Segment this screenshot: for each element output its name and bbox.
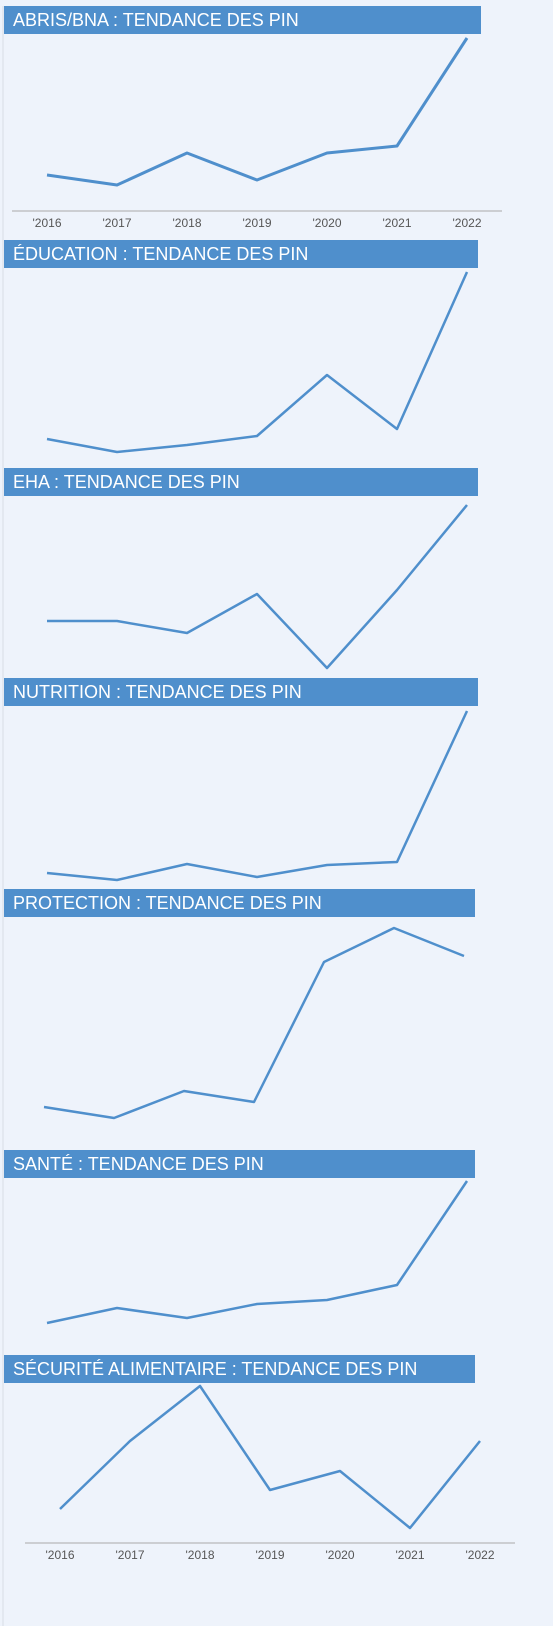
title-bar bbox=[4, 678, 478, 706]
x-tick-label: '2016 bbox=[46, 1548, 75, 1562]
line bbox=[43, 926, 465, 1120]
chart-title: NUTRITION : TENDANCE DES PIN bbox=[13, 682, 302, 702]
line bbox=[46, 37, 469, 187]
chart-title: EHA : TENDANCE DES PIN bbox=[13, 472, 240, 492]
chart-title: SÉCURITÉ ALIMENTAIRE : TENDANCE DES PIN bbox=[13, 1359, 417, 1379]
x-tick-label: '2022 bbox=[466, 1548, 495, 1562]
title-bar bbox=[4, 1150, 475, 1178]
chart-title: PROTECTION : TENDANCE DES PIN bbox=[13, 893, 322, 913]
x-tick-label: '2018 bbox=[173, 216, 202, 230]
x-tick-label: '2022 bbox=[453, 216, 482, 230]
x-tick-label: '2017 bbox=[103, 216, 132, 230]
x-tick-label: '2020 bbox=[313, 216, 342, 230]
title-bar bbox=[4, 468, 478, 496]
x-tick-label: '2016 bbox=[33, 216, 62, 230]
line bbox=[59, 1384, 481, 1530]
title-bar bbox=[4, 1355, 475, 1383]
title-bar bbox=[4, 6, 481, 34]
x-tick-label: '2021 bbox=[396, 1548, 425, 1562]
title-bar bbox=[4, 889, 475, 917]
chart-title: SANTÉ : TENDANCE DES PIN bbox=[13, 1154, 264, 1174]
line bbox=[47, 504, 468, 670]
x-tick-label: '2019 bbox=[243, 216, 272, 230]
x-tick-label: '2020 bbox=[326, 1548, 355, 1562]
chart-title: ABRIS/BNA : TENDANCE DES PIN bbox=[13, 10, 299, 30]
x-tick-label: '2018 bbox=[186, 1548, 215, 1562]
line bbox=[46, 271, 469, 454]
x-tick-label: '2019 bbox=[256, 1548, 285, 1562]
chart-title: ÉDUCATION : TENDANCE DES PIN bbox=[13, 244, 308, 264]
x-tick-label: '2021 bbox=[383, 216, 412, 230]
title-bar bbox=[4, 240, 478, 268]
x-tick-label: '2017 bbox=[116, 1548, 145, 1562]
line bbox=[46, 1180, 469, 1325]
line bbox=[46, 710, 469, 882]
